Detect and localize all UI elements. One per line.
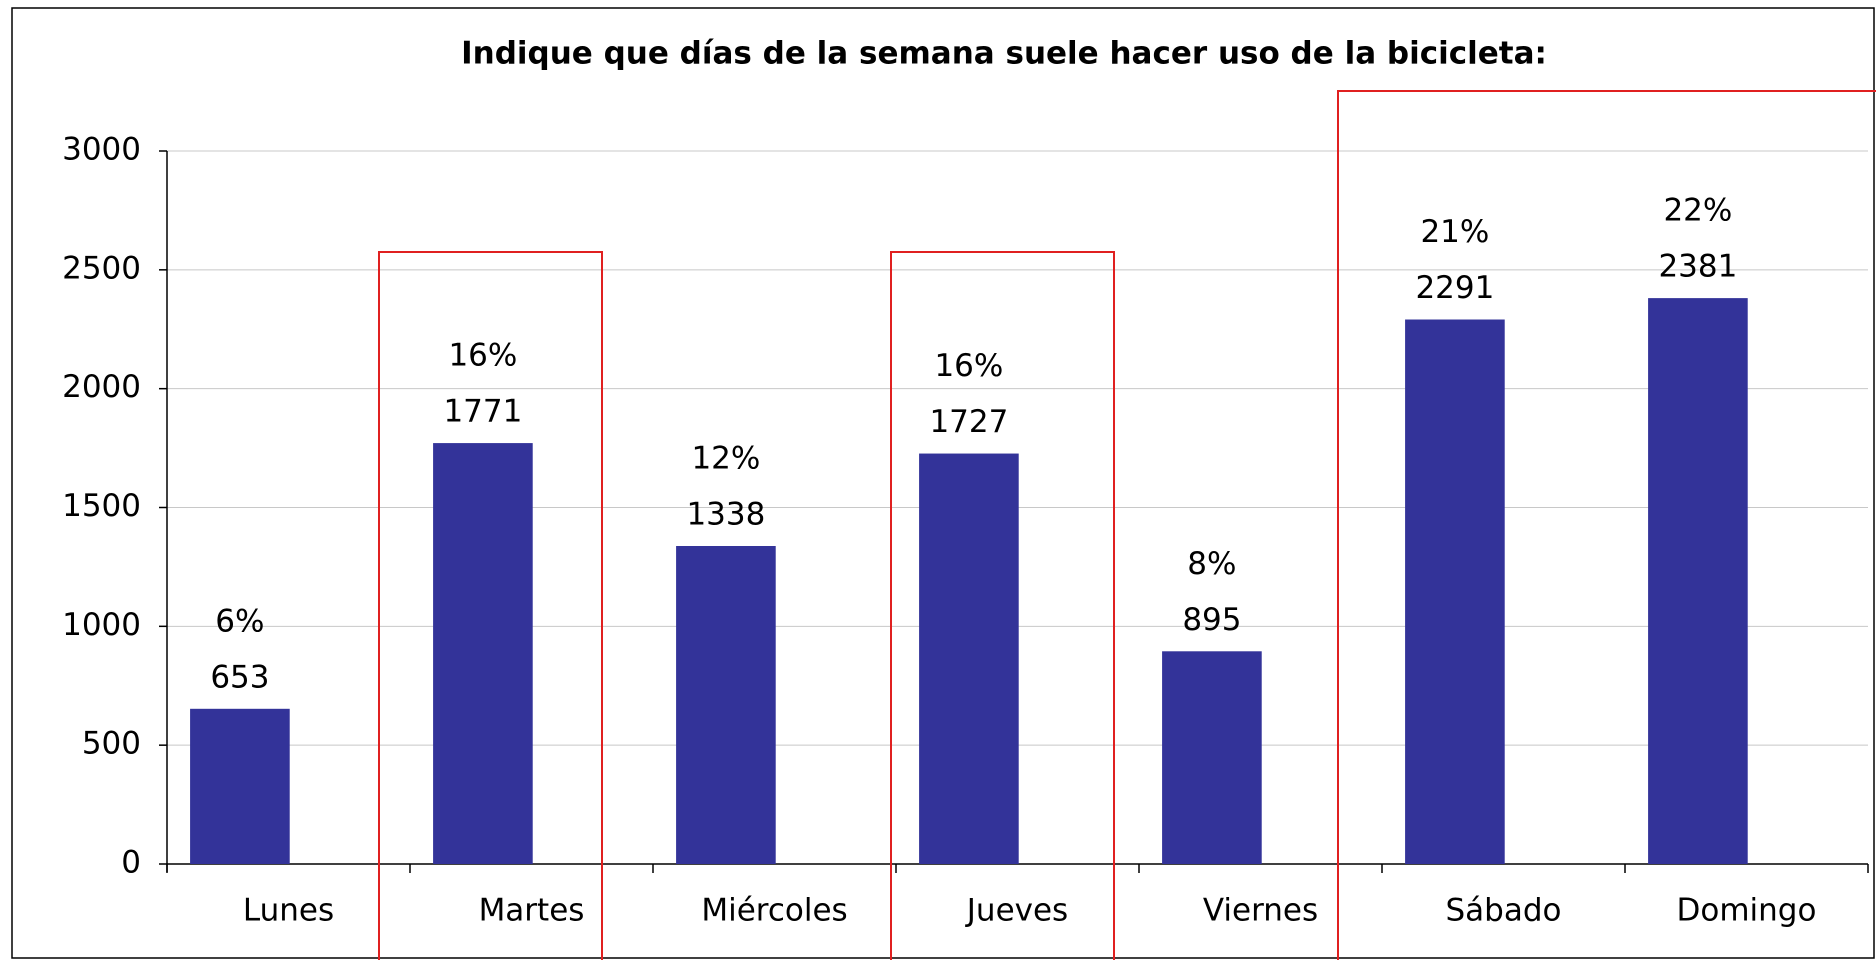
bar [1162, 651, 1262, 864]
chart-frame [11, 7, 1875, 959]
highlight-box [1337, 90, 1876, 960]
y-tick-label: 2500 [62, 250, 141, 286]
x-tick-label: Sábado [1446, 893, 1562, 929]
highlight-box [378, 251, 603, 960]
bar [919, 453, 1019, 864]
bar [1405, 319, 1505, 864]
x-tick-label: Domingo [1677, 893, 1817, 929]
x-tick-label: Martes [479, 893, 585, 929]
percent-label: 8% [1187, 546, 1236, 582]
x-tick-label: Lunes [243, 893, 334, 929]
plot: 0 500 1000 1500 2000 2500 3000 Lunes 653 6% Martes… [62, 132, 1869, 929]
x-tick-label: Miércoles [701, 893, 847, 929]
y-tick-label: 3000 [62, 132, 141, 168]
y-tick-label: 2000 [62, 369, 141, 405]
percent-label: 6% [215, 603, 264, 639]
bar [1648, 298, 1748, 864]
percent-label: 22% [1663, 193, 1732, 229]
percent-label: 21% [1420, 214, 1489, 250]
y-tick-label: 1500 [62, 488, 141, 524]
percent-label: 12% [691, 441, 760, 477]
value-label: 2291 [1415, 270, 1494, 306]
value-label: 1771 [443, 394, 522, 430]
x-tick-label: Viernes [1203, 893, 1318, 929]
value-label: 1727 [929, 404, 1008, 440]
highlight-box [890, 251, 1115, 960]
y-tick-label: 1000 [62, 607, 141, 643]
value-label: 895 [1182, 602, 1241, 638]
percent-label: 16% [934, 348, 1003, 384]
bar [676, 546, 776, 864]
chart-title: Indique que días de la semana suele hace… [461, 36, 1547, 72]
value-label: 653 [210, 659, 269, 695]
value-label: 2381 [1658, 249, 1737, 285]
bar [433, 443, 533, 864]
y-tick-label: 500 [82, 726, 141, 762]
y-tick-label: 0 [121, 845, 141, 881]
value-label: 1338 [686, 497, 765, 533]
percent-label: 16% [448, 338, 517, 374]
x-tick-label: Jueves [965, 893, 1068, 929]
bar [190, 708, 290, 864]
